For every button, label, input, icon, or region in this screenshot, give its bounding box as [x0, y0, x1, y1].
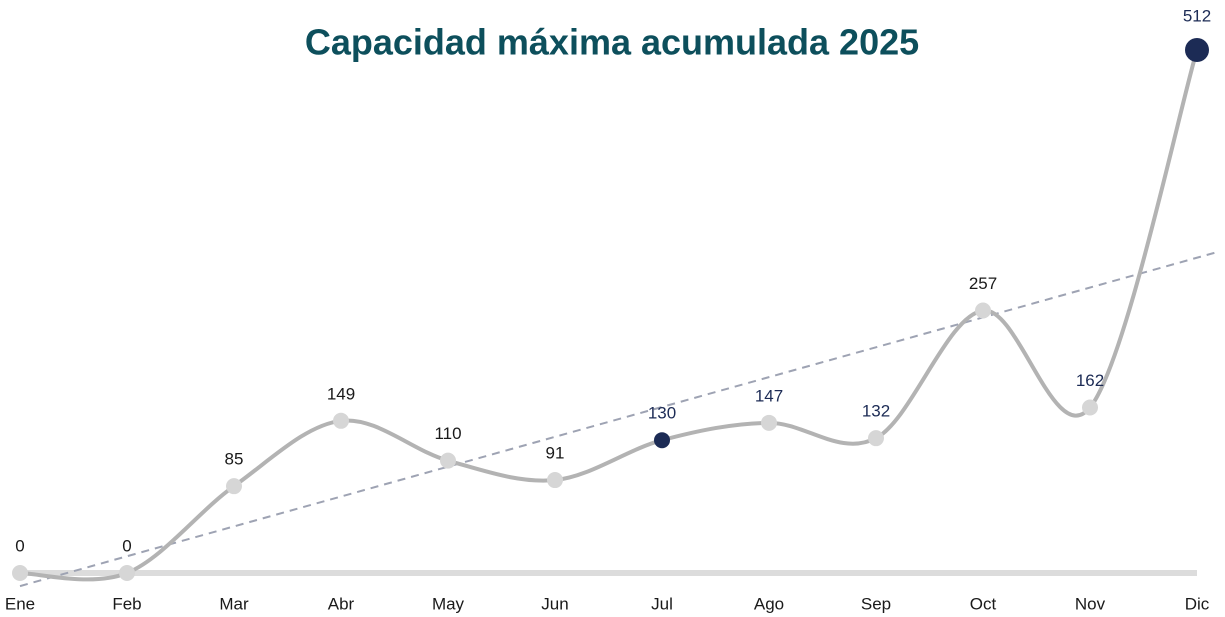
line — [19, 49, 1199, 582]
data-label: 130 — [648, 404, 676, 423]
x-tick-label: Jul — [651, 594, 673, 613]
marker — [1185, 38, 1209, 62]
marker — [868, 430, 884, 447]
marker — [333, 412, 349, 429]
data-label: 147 — [755, 386, 783, 405]
data-label: 132 — [862, 402, 890, 421]
chart-title: Capacidad máxima acumulada 2025 — [305, 22, 919, 63]
marker — [975, 302, 991, 319]
x-tick-label: Feb — [112, 594, 141, 613]
data-label: 110 — [434, 424, 461, 443]
data-label: 0 — [122, 536, 131, 555]
marker — [654, 432, 670, 449]
data-label: 512 — [1183, 6, 1211, 25]
marker — [1082, 399, 1098, 416]
marker — [12, 565, 28, 581]
x-tick-label: Dic — [1185, 594, 1210, 613]
x-tick-label: Ene — [5, 594, 35, 613]
data-label: 85 — [225, 450, 244, 469]
x-tick-label: Abr — [328, 594, 355, 613]
x-tick-label: Mar — [219, 594, 249, 613]
x-tick-label: Oct — [970, 594, 997, 613]
x-tick-label: Jun — [541, 594, 568, 613]
x-tick-label: Nov — [1075, 594, 1106, 613]
marker — [547, 472, 563, 489]
data-label: 257 — [969, 274, 997, 293]
marker — [440, 452, 456, 469]
x-tick-label: Sep — [861, 594, 891, 613]
data-label: 91 — [546, 444, 565, 463]
marker — [761, 414, 777, 431]
x-tick-label: May — [432, 594, 465, 613]
marker — [119, 565, 135, 581]
data-label: 162 — [1076, 371, 1104, 390]
data-label: 149 — [327, 384, 355, 403]
x-tick-label: Ago — [754, 594, 784, 613]
data-label: 0 — [15, 536, 24, 555]
marker — [226, 478, 242, 495]
trendline — [19, 251, 1218, 588]
